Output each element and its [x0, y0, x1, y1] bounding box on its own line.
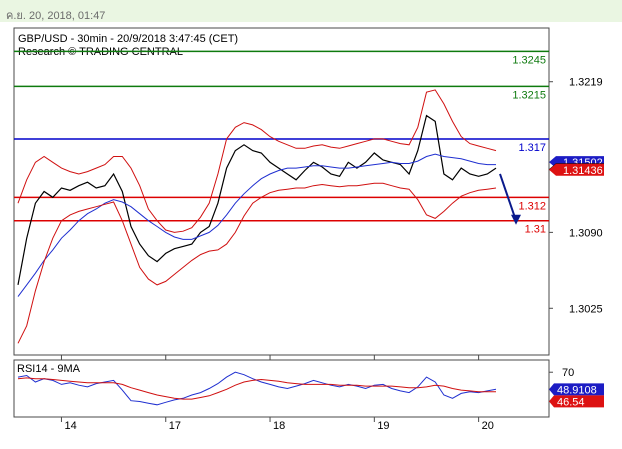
xtick-label-0: 14 [64, 420, 76, 432]
rsi-value-tag: 48.9108 [557, 384, 597, 396]
price-line [17, 114, 497, 286]
forecast-arrow-head [511, 214, 521, 225]
rsi-ma-value-tag: 46.54 [557, 396, 585, 408]
level-label-3: 1.312 [518, 200, 546, 212]
rsi-title: RSI14 - 9MA [17, 363, 81, 375]
xtick-label-1: 17 [169, 420, 181, 432]
forecast-arrow-shaft [499, 173, 517, 222]
rsi-line [17, 371, 497, 406]
rsi-ma-line [17, 377, 496, 400]
price-ytick-label-2: 1.3025 [569, 303, 603, 315]
bid-price-tag-box [549, 163, 604, 176]
bollinger-lower-line [17, 182, 497, 344]
ma-line [17, 153, 496, 297]
rsi-value-tag-box [549, 383, 604, 396]
level-label-0: 1.3245 [512, 54, 546, 66]
level-label-1: 1.3215 [512, 89, 546, 101]
timestamp: ค.ย. 20, 2018, 01:47 [6, 10, 106, 22]
xtick-label-3: 19 [377, 420, 389, 432]
rsi-plot-frame [13, 359, 550, 418]
bid-price-tag: 1.31436 [563, 165, 603, 177]
rsi-ytick-label-0: 70 [562, 367, 574, 379]
price-plot-frame [13, 27, 550, 356]
timestamp-bar: ค.ย. 20, 2018, 01:47 [0, 0, 622, 22]
level-label-4: 1.31 [525, 224, 546, 236]
chart-title: GBP/USD - 30min - 20/9/2018 3:47:45 (CET… [18, 33, 238, 45]
xtick-label-4: 20 [482, 420, 494, 432]
xtick-label-2: 18 [273, 420, 285, 432]
price-ytick-label-0: 1.3219 [569, 77, 603, 89]
bollinger-upper-line [17, 89, 497, 233]
rsi-ma-value-tag-box [549, 395, 604, 408]
price-ytick-label-1: 1.3090 [569, 227, 603, 239]
level-label-2: 1.317 [518, 142, 546, 154]
